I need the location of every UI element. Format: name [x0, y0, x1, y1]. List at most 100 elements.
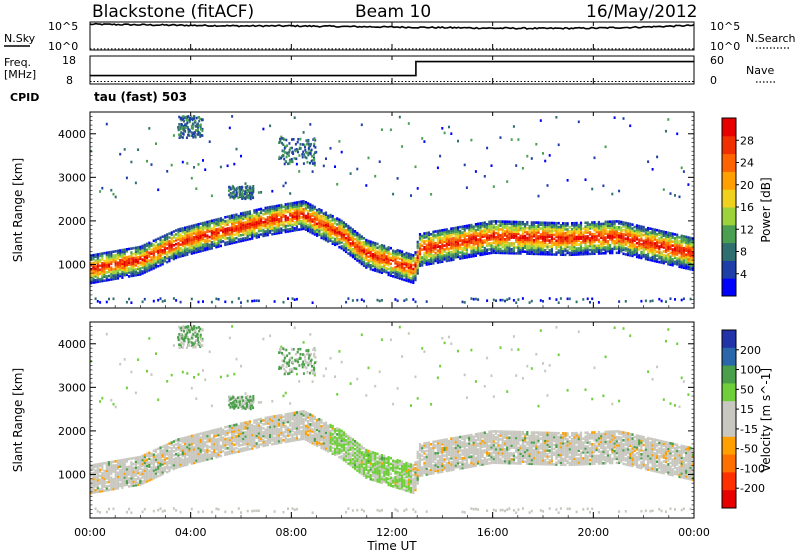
- velocity-cell: [150, 474, 153, 477]
- velocity-cell: [141, 460, 144, 464]
- power-cell: [309, 219, 312, 222]
- power-cell: [166, 243, 169, 246]
- power-cell: [362, 240, 366, 244]
- power-cell: [521, 234, 524, 238]
- power-cell: [275, 226, 278, 229]
- power-cell: [481, 239, 484, 243]
- power-cell: [533, 246, 536, 250]
- power-cell: [506, 242, 509, 245]
- power-cell: [228, 238, 231, 241]
- power-cell: [172, 230, 175, 233]
- power-cell: [503, 226, 507, 229]
- power-cell: [669, 251, 672, 255]
- velocity-cell: [112, 483, 115, 487]
- power-cell: [546, 239, 549, 242]
- power-cell: [143, 259, 146, 262]
- power-cell: [311, 206, 314, 209]
- velocity-cell: [110, 464, 113, 468]
- power-cell: [548, 229, 551, 233]
- power-cell: [649, 239, 652, 242]
- power-cell: [586, 223, 589, 226]
- power-cell: [351, 244, 354, 247]
- power-cell: [128, 255, 131, 259]
- power-cell: [597, 234, 600, 238]
- power-cell: [324, 236, 328, 240]
- velocity-cell: [114, 460, 117, 463]
- power-cell: [304, 218, 307, 222]
- power-cell: [667, 241, 670, 244]
- power-cell: [309, 228, 312, 232]
- velocity-cell: [134, 391, 137, 395]
- power-cell: [463, 256, 466, 259]
- power-cell: [340, 245, 343, 248]
- velocity-cell: [96, 486, 99, 490]
- power-cell: [190, 236, 193, 240]
- power-cell: [101, 258, 104, 261]
- power-cell: [354, 255, 357, 259]
- power-cell: [649, 245, 652, 248]
- power-cell: [564, 233, 567, 237]
- power-cell: [490, 228, 493, 231]
- power-cell: [638, 228, 641, 232]
- power-cell: [519, 236, 522, 240]
- power-cell: [163, 240, 166, 243]
- power-cell: [201, 243, 205, 246]
- power-cell: [231, 237, 234, 241]
- power-cell: [559, 251, 562, 254]
- power-cell: [313, 156, 315, 160]
- power-cell: [130, 272, 133, 276]
- velocity-cell: [94, 490, 97, 494]
- power-cell: [436, 261, 439, 264]
- power-cell: [508, 226, 511, 229]
- power-cell: [439, 256, 442, 260]
- power-cell: [501, 251, 504, 255]
- power-cell: [439, 254, 442, 258]
- power-cell: [246, 232, 249, 235]
- power-cell: [463, 225, 466, 228]
- power-cell: [186, 231, 189, 235]
- power-cell: [298, 170, 301, 173]
- power-cell: [299, 143, 302, 146]
- power-cell: [297, 138, 300, 141]
- power-cell: [501, 226, 504, 229]
- power-cell: [638, 226, 641, 230]
- velocity-cell: [103, 475, 106, 479]
- power-cell: [477, 250, 480, 253]
- power-cell: [199, 232, 202, 235]
- velocity-cell: [128, 457, 131, 461]
- power-cell: [528, 244, 531, 248]
- power-cell: [246, 188, 249, 192]
- power-cell: [175, 233, 178, 236]
- power-cell: [233, 221, 236, 225]
- power-cell: [618, 235, 621, 239]
- power-cell: [369, 254, 372, 257]
- power-cell: [192, 228, 196, 231]
- power-cell: [145, 252, 149, 255]
- power-cell: [282, 229, 285, 232]
- power-cell: [591, 227, 594, 230]
- power-cell: [629, 226, 632, 230]
- power-cell: [653, 250, 656, 253]
- power-cell: [604, 248, 607, 251]
- velocity-cell: [145, 472, 149, 475]
- power-cell: [152, 259, 155, 262]
- power-cell: [217, 235, 220, 238]
- power-cell: [486, 236, 489, 240]
- velocity-cell: [163, 446, 166, 449]
- velocity-cell: [163, 465, 166, 469]
- power-cell: [119, 261, 122, 264]
- power-cell: [190, 176, 193, 180]
- velocity-cell: [152, 469, 155, 472]
- power-cell: [559, 249, 562, 252]
- power-cell: [490, 243, 493, 247]
- power-cell: [228, 236, 231, 240]
- power-cell: [439, 237, 442, 240]
- power-cell: [586, 225, 589, 228]
- power-cell: [134, 254, 137, 257]
- power-cell: [172, 247, 175, 251]
- nsky-tick-low: 10^0: [48, 40, 78, 53]
- power-cell: [148, 247, 151, 251]
- power-cell: [304, 228, 307, 231]
- power-cell: [271, 211, 274, 214]
- power-cell: [575, 251, 578, 254]
